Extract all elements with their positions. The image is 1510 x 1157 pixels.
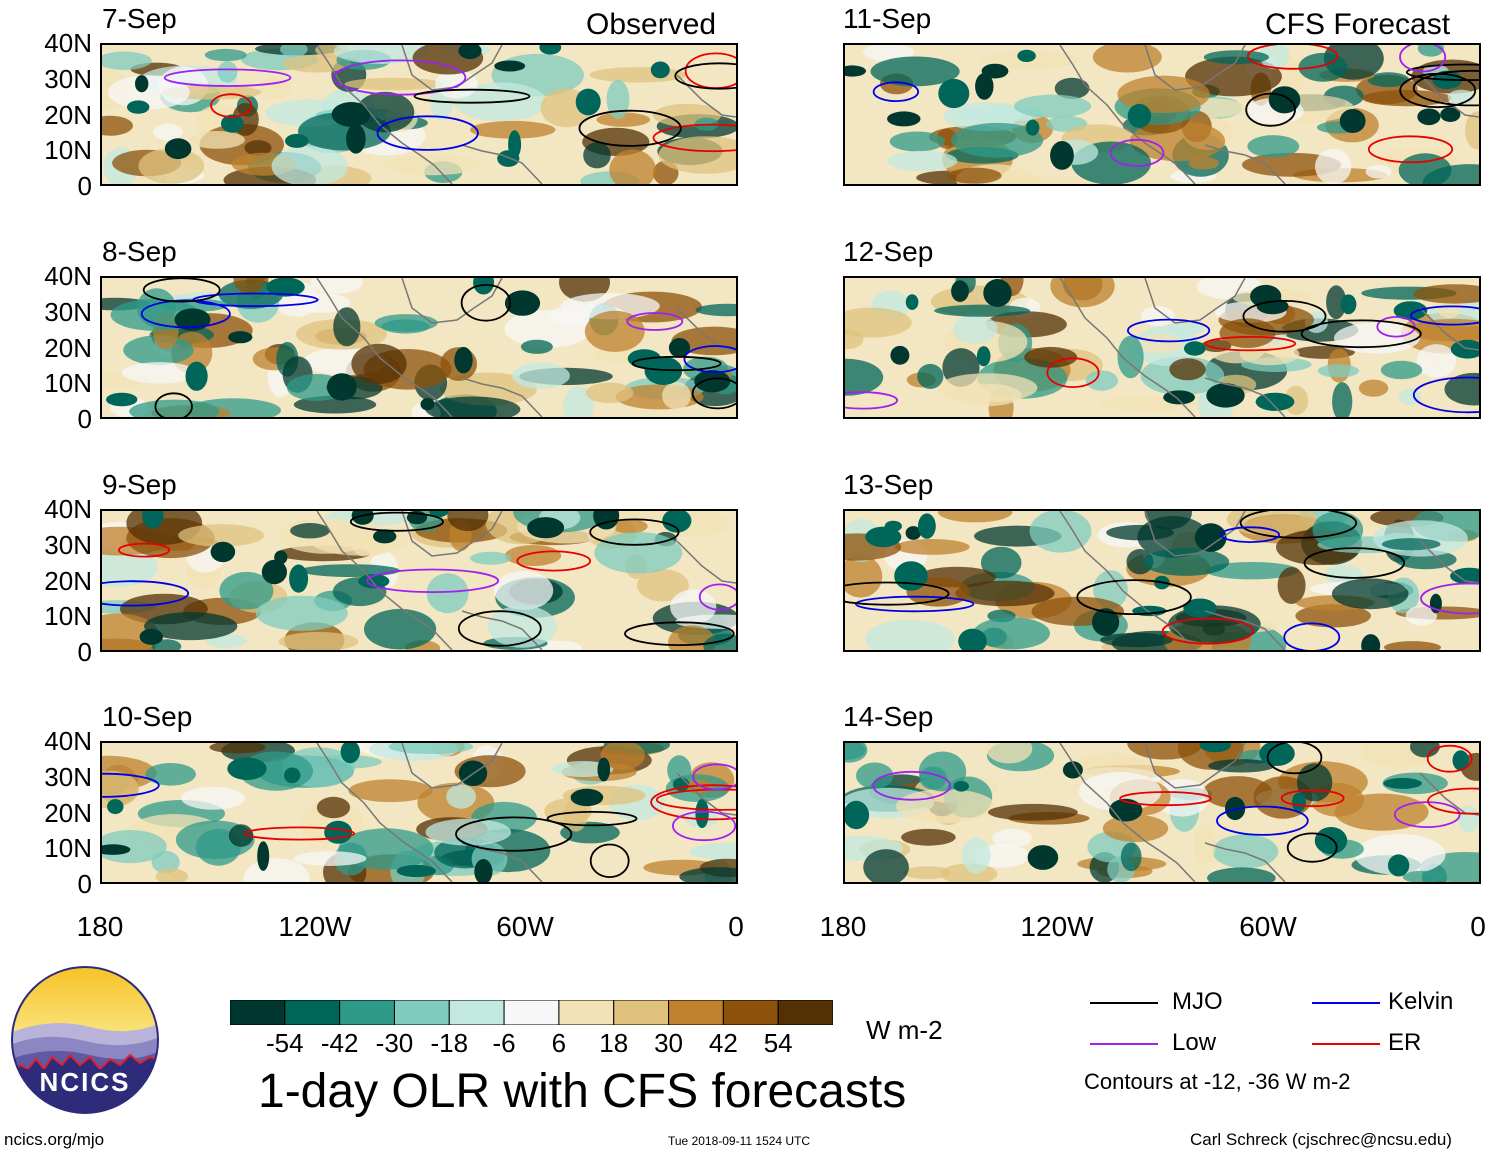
- colorbar-bin: [668, 1000, 724, 1025]
- map-panel-observed-1: [100, 43, 738, 186]
- colorbar-bin: [339, 1000, 395, 1025]
- panel-date-label: 7-Sep: [102, 3, 177, 34]
- map-panel-observed-4: [100, 741, 738, 884]
- map-panel-observed-2: [100, 276, 738, 419]
- observed-column-title: Observed: [586, 8, 717, 41]
- colorbar-tick-label: -42: [320, 1028, 359, 1058]
- map-panel-forecast-4: [843, 741, 1481, 884]
- legend-swatch-kelvin: [1312, 1002, 1380, 1004]
- colorbar-tick-label: 30: [654, 1028, 683, 1058]
- colorbar-tick-label: -18: [430, 1028, 469, 1058]
- map-panel-forecast-1: [843, 43, 1481, 186]
- lat-tick-label: 40N: [44, 494, 92, 524]
- panel-date-label: 13-Sep: [843, 469, 934, 500]
- lat-tick-label: 0: [77, 637, 92, 667]
- colorbar-bin: [284, 1000, 341, 1025]
- lon-tick-label: 120W: [278, 911, 352, 942]
- lon-tick-label: 180: [819, 911, 867, 942]
- lat-tick-label: 30N: [44, 529, 92, 560]
- lon-tick-label: 0: [728, 911, 744, 942]
- lon-tick-label: 60W: [1239, 911, 1297, 942]
- legend-label-low: Low: [1172, 1029, 1217, 1056]
- legend-label-kelvin: Kelvin: [1388, 988, 1454, 1015]
- colorbar-bin: [448, 1000, 505, 1025]
- legend-swatch-mjo: [1090, 1002, 1158, 1004]
- colorbar-tick-label: 18: [599, 1028, 629, 1058]
- colorbar-bin: [503, 1000, 560, 1025]
- forecast-column-title: CFS Forecast: [1265, 8, 1451, 41]
- colorbar-tick-label: 6: [551, 1028, 567, 1058]
- colorbar-bin: [558, 1000, 615, 1025]
- lon-tick-label: 120W: [1020, 911, 1094, 942]
- lat-tick-label: 20N: [44, 565, 92, 596]
- panel-date-label: 8-Sep: [102, 236, 177, 267]
- legend-label-mjo: MJO: [1172, 988, 1223, 1015]
- lon-tick-label: 0: [1470, 911, 1486, 942]
- lat-tick-label: 0: [77, 404, 92, 434]
- lat-tick-label: 30N: [44, 296, 92, 327]
- colorbar-bin: [230, 1000, 286, 1025]
- lat-tick-label: 40N: [44, 726, 92, 756]
- colorbar-bin: [393, 1000, 450, 1025]
- panel-date-label: 11-Sep: [843, 3, 932, 34]
- colorbar-tick-label: 54: [763, 1028, 793, 1058]
- panel-date-label: 12-Sep: [843, 236, 934, 267]
- lon-tick-label: 180: [76, 911, 124, 942]
- colorbar-tick-label: -54: [266, 1028, 304, 1058]
- colorbar-tick-label: -30: [375, 1028, 414, 1058]
- contour-note: Contours at -12, -36 W m-2: [1084, 1069, 1351, 1094]
- footer-credit: Carl Schreck (cjschrec@ncsu.edu): [1190, 1130, 1452, 1149]
- legend-label-er: ER: [1388, 1029, 1422, 1056]
- lat-tick-label: 20N: [44, 797, 92, 828]
- lat-tick-label: 10N: [44, 833, 92, 864]
- page-title: 1-day OLR with CFS forecasts: [258, 1065, 907, 1118]
- lat-tick-label: 30N: [44, 63, 92, 94]
- map-panel-forecast-3: [843, 509, 1481, 652]
- colorbar-tick-label: -6: [492, 1028, 516, 1058]
- lat-tick-label: 20N: [44, 99, 92, 130]
- lat-tick-label: 10N: [44, 368, 92, 399]
- lat-tick-label: 40N: [44, 28, 92, 58]
- ncics-logo: NCICS: [10, 965, 160, 1115]
- logo-text: NCICS: [40, 1067, 131, 1097]
- lon-tick-label: 60W: [496, 911, 554, 942]
- lat-tick-label: 40N: [44, 261, 92, 291]
- lat-tick-label: 10N: [44, 135, 92, 166]
- lat-tick-label: 30N: [44, 761, 92, 792]
- lat-tick-label: 0: [77, 171, 92, 201]
- panel-date-label: 9-Sep: [102, 469, 177, 500]
- lat-tick-label: 10N: [44, 601, 92, 632]
- colorbar-bin: [613, 1000, 670, 1025]
- map-panel-observed-3: [100, 509, 738, 652]
- colorbar-bin: [722, 1000, 779, 1025]
- lat-tick-label: 0: [77, 869, 92, 899]
- colorbar-tick-label: 42: [708, 1028, 738, 1058]
- colorbar-bin: [777, 1000, 833, 1025]
- footer-timestamp: Tue 2018-09-11 1524 UTC: [668, 1134, 811, 1148]
- colorbar: [230, 1000, 833, 1025]
- footer-url[interactable]: ncics.org/mjo: [4, 1130, 105, 1149]
- panel-date-label: 14-Sep: [843, 701, 934, 732]
- legend-swatch-er: [1312, 1043, 1380, 1045]
- colorbar-units: W m-2: [866, 1015, 943, 1045]
- legend-swatch-low: [1090, 1043, 1158, 1045]
- map-panel-forecast-2: [843, 276, 1481, 419]
- lat-tick-label: 20N: [44, 332, 92, 363]
- panel-date-label: 10-Sep: [102, 701, 193, 732]
